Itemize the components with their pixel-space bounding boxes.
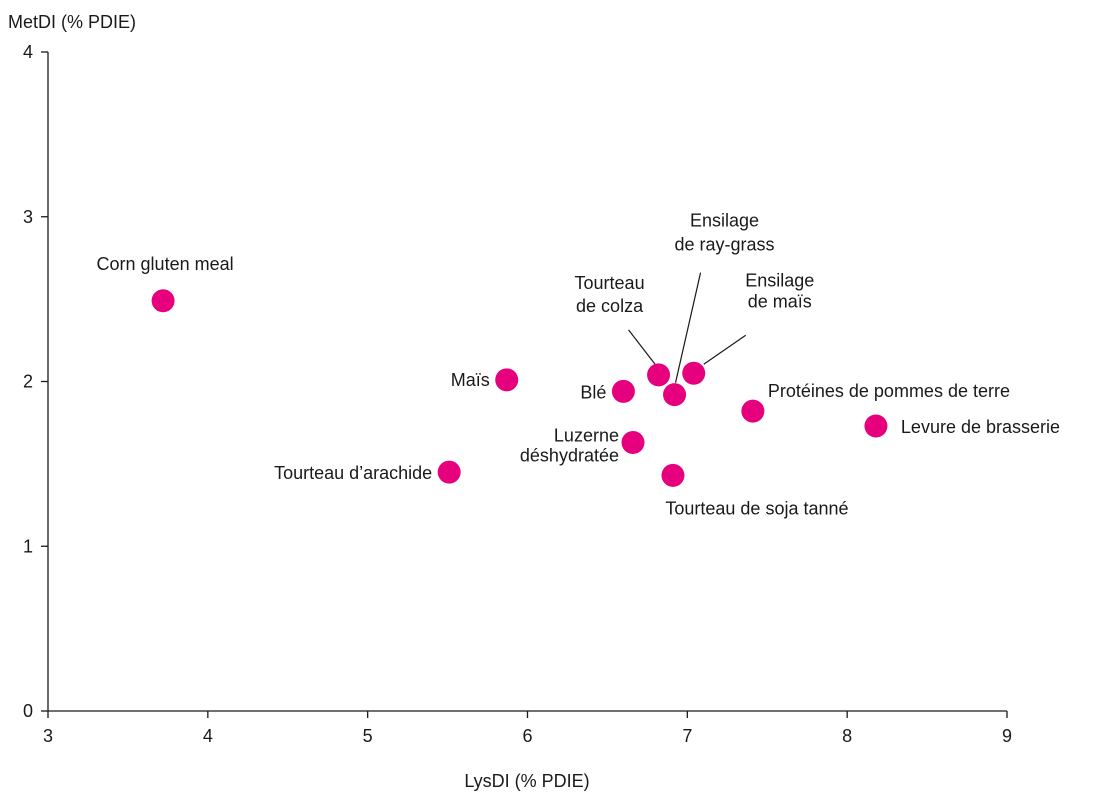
point-label-line: Tourteau <box>575 273 645 293</box>
data-point <box>663 383 687 407</box>
data-point <box>151 289 175 313</box>
point-label-line: Ensilage <box>690 211 759 231</box>
point-label: Corn gluten meal <box>97 254 234 274</box>
point-label: Tourteau de soja tanné <box>665 498 848 518</box>
point-label: Maïs <box>451 370 490 390</box>
point-label-line: de ray-grass <box>675 235 775 255</box>
x-tick-label: 5 <box>363 726 373 746</box>
point-label-line: de colza <box>576 296 644 316</box>
y-tick-label: 1 <box>23 536 33 556</box>
x-tick-label: 3 <box>43 726 53 746</box>
x-tick-label: 8 <box>842 726 852 746</box>
y-tick-label: 2 <box>23 372 33 392</box>
data-point <box>661 463 685 487</box>
point-label: Levure de brasserie <box>901 417 1060 437</box>
y-tick-label: 3 <box>23 207 33 227</box>
point-label: Protéines de pommes de terre <box>768 381 1010 401</box>
point-label: Ensilage de maïs <box>745 270 814 311</box>
y-axis: MetDI (% PDIE) 0 1 2 3 4 <box>8 12 136 721</box>
data-point <box>682 361 706 385</box>
leader-line <box>628 329 657 366</box>
point-label-line: Ensilage <box>745 270 814 290</box>
data-point <box>647 363 671 387</box>
data-point <box>437 460 461 484</box>
x-tick-label: 4 <box>203 726 213 746</box>
y-tick-label: 0 <box>23 701 33 721</box>
point-label: Blé <box>580 382 606 402</box>
data-point <box>611 379 635 403</box>
x-tick-label: 6 <box>522 726 532 746</box>
point-label-line: déshydratée <box>520 445 619 465</box>
y-ticks: 0 1 2 3 4 <box>23 42 48 721</box>
point-label-line: de maïs <box>748 291 812 311</box>
leader-line <box>703 334 747 365</box>
data-points <box>151 289 888 487</box>
point-label-line: Luzerne <box>554 425 619 445</box>
y-axis-title: MetDI (% PDIE) <box>8 12 136 32</box>
data-point <box>741 399 765 423</box>
data-point <box>864 414 888 438</box>
x-tick-label: 7 <box>682 726 692 746</box>
leader-lines <box>628 272 747 383</box>
point-label: Ensilage de ray-grass <box>675 211 775 255</box>
point-label: Luzerne déshydratée <box>520 425 619 465</box>
x-axis-title: LysDI (% PDIE) <box>464 771 589 791</box>
x-ticks: 3 4 5 6 7 8 9 <box>43 711 1012 746</box>
data-point <box>621 430 645 454</box>
leader-line <box>674 272 702 383</box>
x-tick-label: 9 <box>1002 726 1012 746</box>
x-axis: LysDI (% PDIE) 3 4 5 6 7 8 9 <box>43 710 1012 791</box>
point-labels: Corn gluten meal Maïs Tourteau d’arachide B… <box>97 211 1060 519</box>
point-label: Tourteau de colza <box>575 273 645 316</box>
data-point <box>495 368 519 392</box>
point-label: Tourteau d’arachide <box>274 463 432 483</box>
y-tick-label: 4 <box>23 42 33 62</box>
